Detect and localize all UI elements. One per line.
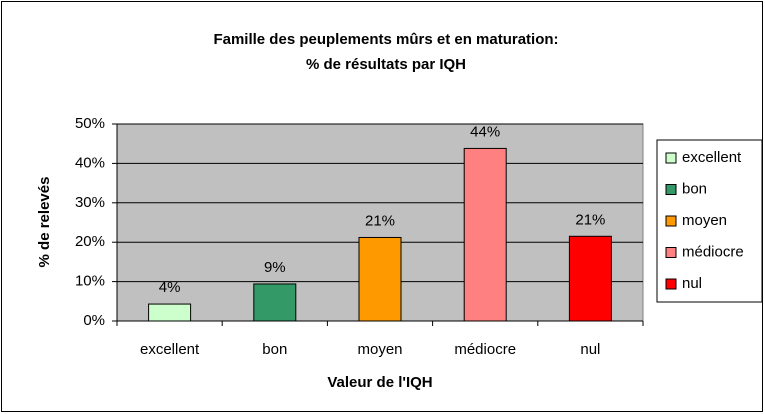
data-label: 9%: [264, 259, 286, 276]
legend-swatch: [665, 152, 677, 164]
y-tick-label: 20%: [75, 233, 105, 250]
y-tick-label: 40%: [75, 154, 105, 171]
y-tick-label: 10%: [75, 273, 105, 290]
y-tick-label: 30%: [75, 194, 105, 211]
legend-label: médiocre: [682, 243, 744, 260]
x-axis-label: Valeur de l'IQH: [327, 374, 432, 391]
legend-label: moyen: [682, 212, 727, 229]
x-tick-label: bon: [262, 341, 287, 358]
y-axis-label: % de relevés: [36, 177, 53, 268]
bar: [463, 147, 507, 322]
legend-swatch: [665, 215, 677, 227]
bar: [568, 235, 612, 322]
x-tick-label: médiocre: [454, 341, 516, 358]
legend-label: excellent: [682, 149, 742, 166]
legend-swatch: [665, 247, 677, 258]
legend-label: bon: [682, 180, 707, 197]
data-label: 4%: [159, 279, 181, 296]
bar: [358, 236, 402, 322]
data-label: 21%: [365, 212, 395, 229]
legend-swatch: [665, 278, 677, 290]
data-label: 21%: [575, 211, 605, 228]
y-tick-label: 0%: [83, 312, 105, 329]
x-tick-label: moyen: [357, 341, 402, 358]
chart-title: % de résultats par IQH: [306, 56, 466, 73]
legend-swatch: [665, 184, 677, 195]
legend-label: nul: [682, 275, 702, 292]
y-tick-label: 50%: [75, 115, 105, 132]
bar: [148, 303, 192, 322]
data-label: 44%: [470, 123, 500, 140]
x-tick-label: nul: [580, 341, 600, 358]
x-tick-label: excellent: [140, 341, 200, 358]
chart-title: Famille des peuplements mûrs et en matur…: [213, 31, 558, 48]
bar: [253, 283, 297, 322]
